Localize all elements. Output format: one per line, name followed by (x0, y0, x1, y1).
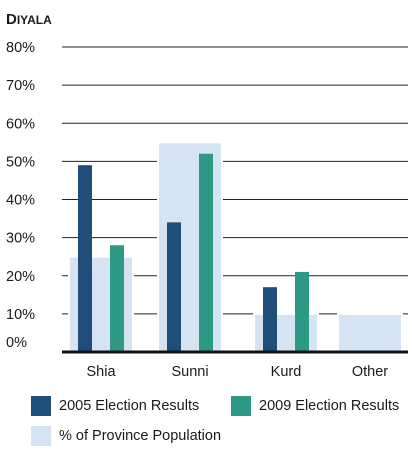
y-tick-label: 80% (6, 40, 35, 56)
y-tick-label: 50% (6, 154, 35, 170)
legend-label-2009: 2009 Election Results (259, 398, 400, 414)
bar-2009 (295, 271, 309, 352)
gridlines: 0% 10% 20% 30% 40% 50% 60% 70% 80% (6, 40, 408, 351)
x-tick-label: Kurd (271, 364, 302, 380)
y-tick-label: 40% (6, 193, 35, 209)
y-tick-label: 10% (6, 307, 35, 323)
bar-2009 (110, 245, 124, 352)
x-tick-label: Sunni (171, 364, 208, 380)
x-tick-label: Shia (86, 364, 116, 380)
y-tick-label: 20% (6, 269, 35, 285)
axes: Shia Sunni Kurd Other (62, 350, 408, 380)
bar-2009 (199, 153, 213, 352)
x-tick-label: Other (352, 364, 388, 380)
legend-label-2005: 2005 Election Results (59, 398, 200, 414)
y-tick-label: 0% (6, 335, 27, 351)
y-tick-label: 30% (6, 231, 35, 247)
bar-2005 (167, 222, 181, 352)
legend-label-population: % of Province Population (59, 428, 222, 444)
bar-2005 (263, 287, 277, 352)
bar-2005 (78, 165, 92, 352)
legend-swatch-population (31, 426, 51, 446)
election-bars (78, 153, 309, 352)
y-tick-label: 70% (6, 78, 35, 94)
legend-swatch-2005 (31, 396, 51, 416)
population-bar (337, 312, 403, 353)
chart-title: DIYALA (6, 11, 52, 28)
legend-swatch-2009 (231, 396, 251, 416)
y-tick-label: 60% (6, 116, 35, 132)
